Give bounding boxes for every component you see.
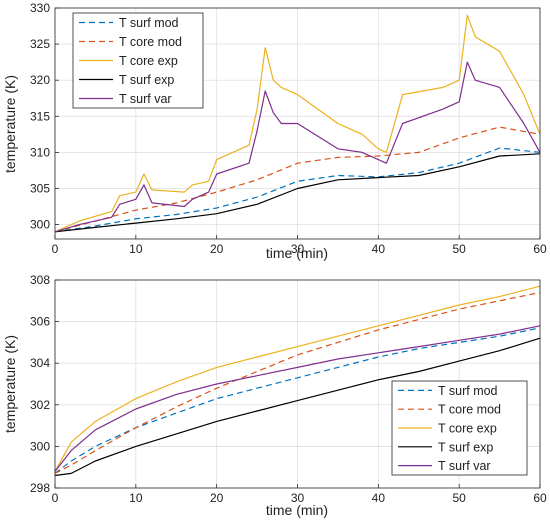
x-tick-label: 60 bbox=[533, 242, 547, 256]
series-group bbox=[54, 14, 541, 233]
legend: T surf mod T core mod T core exp T surf exp… bbox=[72, 12, 204, 109]
series-line-t-surf-exp bbox=[54, 337, 541, 477]
y-tick-label: 300 bbox=[30, 439, 50, 453]
legend-label: T core exp bbox=[438, 422, 497, 436]
x-tick-label: 40 bbox=[372, 491, 386, 505]
y-tick-label: 298 bbox=[30, 481, 50, 495]
y-tick-label: 325 bbox=[30, 37, 50, 51]
series-line-t-core-exp bbox=[54, 285, 541, 472]
x-tick-label: 30 bbox=[291, 491, 305, 505]
legend-label: T core mod bbox=[438, 403, 501, 417]
legend-label: T surf exp bbox=[119, 73, 174, 87]
tick-labels: 0 10 20 30 40 50 60 300 305 310 315 320 325 330 bbox=[30, 1, 547, 256]
legend-label: T surf var bbox=[119, 92, 172, 106]
series-group bbox=[54, 285, 541, 477]
x-axis-label: time (min) bbox=[266, 502, 328, 518]
y-tick-label: 306 bbox=[30, 315, 50, 329]
series-line-t-surf-exp bbox=[54, 153, 541, 233]
series-line-t-surf-mod bbox=[54, 147, 541, 233]
series-line-t-surf-var bbox=[54, 325, 541, 472]
legend: T surf mod T core mod T core exp T surf exp… bbox=[391, 380, 528, 476]
legend-label: T surf exp bbox=[438, 440, 493, 454]
x-tick-label: 10 bbox=[129, 242, 143, 256]
tick-labels: 0 10 20 30 40 50 60 298 300 302 304 306 308 bbox=[30, 273, 547, 505]
series-line-t-core-mod bbox=[54, 126, 541, 233]
x-tick-label: 0 bbox=[52, 491, 59, 505]
legend-label: T surf mod bbox=[119, 16, 179, 30]
legend-label: T surf var bbox=[438, 459, 491, 473]
series-line-t-surf-var bbox=[54, 61, 541, 233]
y-tick-label: 302 bbox=[30, 398, 50, 412]
x-tick-label: 30 bbox=[291, 242, 305, 256]
series-line-t-core-exp bbox=[54, 14, 541, 233]
x-tick-label: 50 bbox=[452, 491, 466, 505]
x-tick-label: 0 bbox=[52, 242, 59, 256]
y-axis-label: temperature (K) bbox=[2, 75, 18, 173]
series-line-t-core-mod bbox=[54, 291, 541, 474]
y-tick-label: 308 bbox=[30, 273, 50, 287]
x-tick-label: 50 bbox=[452, 242, 466, 256]
y-tick-label: 300 bbox=[30, 218, 50, 232]
x-tick-label: 40 bbox=[372, 242, 386, 256]
series-line-t-surf-mod bbox=[54, 327, 541, 474]
y-axis-label: temperature (K) bbox=[2, 335, 18, 433]
y-tick-label: 315 bbox=[30, 109, 50, 123]
x-tick-label: 20 bbox=[210, 242, 224, 256]
y-tick-label: 310 bbox=[30, 145, 50, 159]
y-tick-label: 305 bbox=[30, 181, 50, 195]
chart-bottom: 0 10 20 30 40 50 60 298 300 302 304 306 308 time (mi… bbox=[2, 273, 547, 518]
x-tick-label: 10 bbox=[129, 491, 143, 505]
legend-label: T core mod bbox=[119, 35, 182, 49]
y-tick-label: 304 bbox=[30, 356, 50, 370]
x-tick-label: 60 bbox=[533, 491, 547, 505]
legend-label: T core exp bbox=[119, 54, 178, 68]
legend-label: T surf mod bbox=[438, 384, 498, 398]
y-tick-label: 330 bbox=[30, 1, 50, 15]
y-tick-label: 320 bbox=[30, 73, 50, 87]
chart-top: 0 10 20 30 40 50 60 300 305 310 315 320 325 330 time … bbox=[2, 1, 547, 261]
x-tick-label: 20 bbox=[210, 491, 224, 505]
x-axis-label: time (min) bbox=[266, 245, 328, 261]
